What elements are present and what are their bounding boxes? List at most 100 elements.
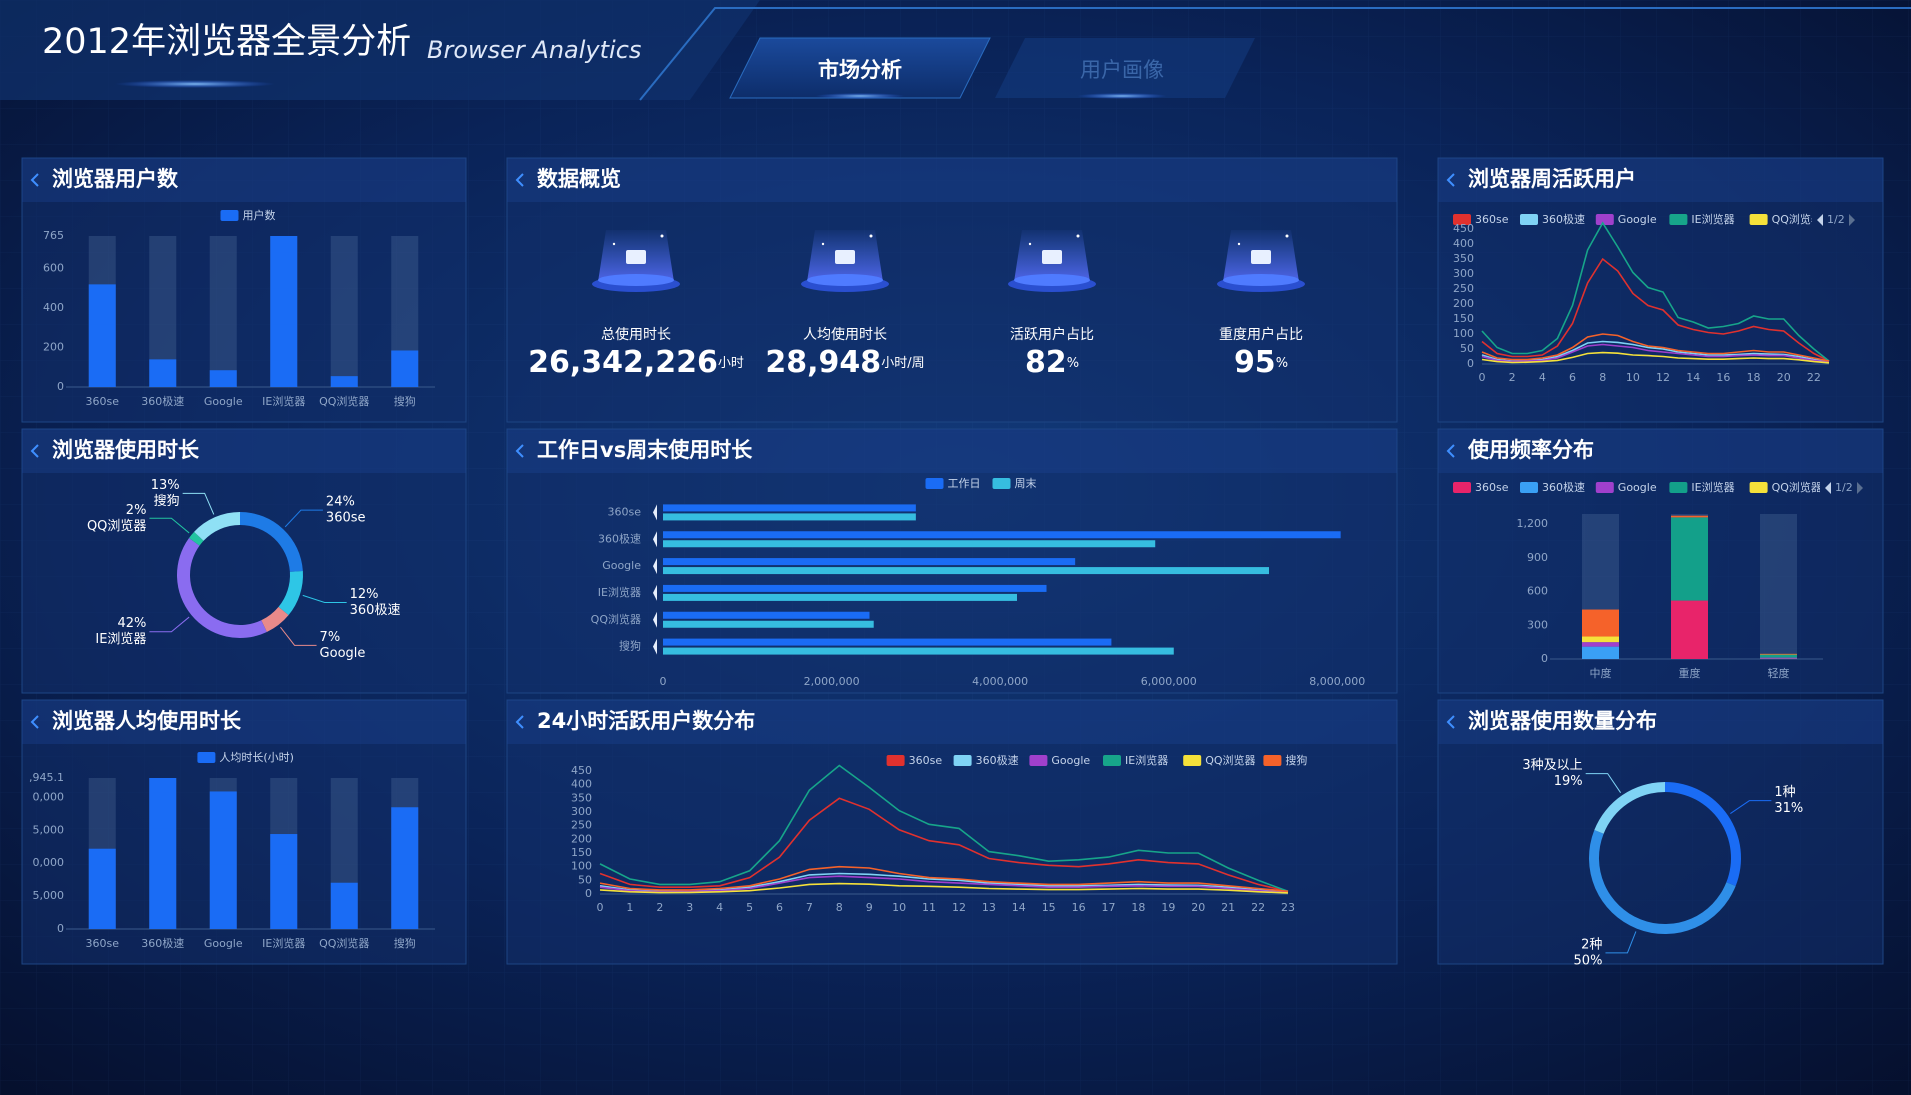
- tab-label[interactable]: 用户画像: [1080, 58, 1164, 82]
- bar: [270, 236, 298, 387]
- y-tick-label: 350: [571, 791, 592, 804]
- bar: [88, 284, 116, 387]
- y-tick-label: 300: [1527, 618, 1548, 631]
- bar: [1671, 515, 1708, 518]
- stat-unit: 小时: [718, 356, 744, 371]
- panel: [506, 699, 1398, 965]
- stat-label: 重度用户占比: [1219, 326, 1303, 343]
- y-tick-label: IE浏览器: [598, 585, 641, 599]
- stat-number: 95: [1234, 345, 1276, 380]
- y-tick-label: 100: [571, 860, 592, 873]
- y-tick-label: 50: [578, 873, 592, 886]
- legend: 用户数: [220, 208, 276, 222]
- legend-next: [1849, 214, 1855, 226]
- bar: [663, 593, 1017, 601]
- bar: [663, 620, 874, 628]
- legend-page: 1/2: [1835, 481, 1853, 494]
- stat-unit: %: [1067, 356, 1079, 371]
- bar: [1671, 517, 1708, 601]
- leader-line: [1605, 931, 1637, 954]
- x-tick-label: Google: [204, 395, 243, 408]
- x-tick-label: 搜狗: [394, 394, 416, 408]
- x-tick-label: 12: [1656, 371, 1670, 384]
- y-tick-label: 0: [57, 922, 64, 935]
- bar: [663, 504, 916, 512]
- bar: [1760, 653, 1797, 655]
- bar: [1760, 658, 1797, 659]
- panel-header: [507, 700, 1397, 744]
- stat-icon: [1042, 250, 1062, 264]
- y-tick-label: 0: [1541, 652, 1548, 665]
- pie-label: 2种: [1581, 937, 1602, 952]
- bar: [1760, 654, 1797, 658]
- x-tick-label: 15: [1042, 901, 1056, 914]
- y-tick-label: 50: [1460, 342, 1474, 355]
- pie-label: 1种: [1774, 785, 1795, 800]
- x-tick-label: 20: [1191, 901, 1205, 914]
- y-tick-label: 360se: [608, 505, 642, 518]
- y-tick-label: 0,000: [33, 790, 65, 803]
- bar: [663, 611, 870, 619]
- stat-spark: [1237, 242, 1241, 246]
- pie-label: 19%: [1554, 774, 1583, 789]
- legend: 工作日 周末: [925, 476, 1037, 490]
- x-tick-label: 13: [982, 901, 996, 914]
- legend-page: 1/2: [1827, 213, 1845, 226]
- pie-label: 12%: [350, 587, 379, 602]
- x-tick-label: 6: [776, 901, 783, 914]
- bar: [1582, 642, 1619, 647]
- bar: [391, 350, 419, 387]
- legend-swatch: [1183, 755, 1202, 766]
- x-tick-label: 21: [1221, 901, 1235, 914]
- bar: [663, 567, 1270, 575]
- stat-spark: [612, 242, 616, 246]
- pie-label: Google: [320, 646, 366, 661]
- pie-label: 24%: [326, 495, 355, 510]
- panel: [21, 428, 467, 694]
- stat-number: 82: [1025, 345, 1067, 380]
- pie-label: 7%: [320, 630, 341, 645]
- y-tick-label: 300: [571, 805, 592, 818]
- line: [599, 875, 1289, 894]
- y-tick-label: 300: [1453, 267, 1474, 280]
- bar: [1582, 609, 1619, 637]
- legend-swatch: [886, 755, 905, 766]
- bar: [663, 584, 1047, 592]
- tab-inactive[interactable]: [995, 38, 1255, 98]
- y-tick-label: 150: [571, 846, 592, 859]
- tab-glow: [815, 93, 905, 99]
- x-tick-label: 2: [1509, 371, 1516, 384]
- legend-label: 用户数: [243, 208, 276, 222]
- tab-glow: [1077, 93, 1167, 99]
- panel-header: [22, 700, 466, 744]
- stat-icon: [626, 250, 646, 264]
- bar: [1582, 636, 1619, 643]
- x-tick-label: 11: [922, 901, 936, 914]
- legend-swatch: [1263, 755, 1282, 766]
- legend-swatch: [1749, 482, 1768, 493]
- y-tick-label: 5,000: [33, 889, 65, 902]
- stat-base-top: [807, 274, 883, 286]
- legend-label: Google: [1618, 481, 1657, 494]
- stat-label: 人均使用时长: [803, 326, 887, 343]
- y-tick-label: 450: [1453, 222, 1474, 235]
- legend-label: QQ浏览器: [1772, 480, 1822, 494]
- bar: [663, 513, 916, 521]
- tab-label[interactable]: 市场分析: [818, 58, 902, 82]
- stat-spark: [1285, 234, 1289, 238]
- header-band: [0, 0, 760, 100]
- y-tick-label: 1,200: [1517, 517, 1549, 530]
- legend-label: IE浏览器: [1691, 480, 1734, 494]
- tab-active[interactable]: [729, 37, 991, 99]
- x-tick-label: 4,000,000: [972, 675, 1028, 688]
- x-tick-label: Google: [204, 937, 243, 950]
- bar: [88, 848, 116, 929]
- bar-track: [1760, 514, 1797, 659]
- leader-line: [149, 517, 190, 534]
- stat-spark: [869, 234, 873, 238]
- line: [1481, 351, 1830, 364]
- x-tick-label: 6: [1569, 371, 1576, 384]
- x-tick-label: 2: [656, 901, 663, 914]
